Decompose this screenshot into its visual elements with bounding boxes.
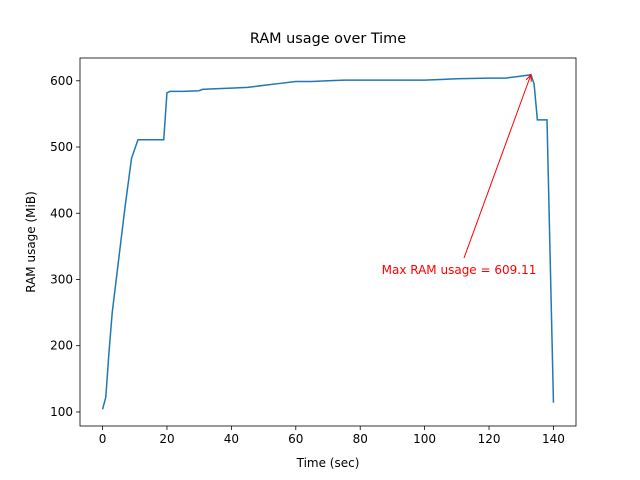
y-tick-label: 500 [50, 140, 73, 154]
x-tick-label: 140 [542, 432, 565, 446]
x-tick-label: 0 [99, 432, 107, 446]
y-tick-label: 300 [50, 272, 73, 286]
x-tick-label: 40 [224, 432, 239, 446]
x-tick-label: 120 [478, 432, 501, 446]
y-tick-label: 200 [50, 339, 73, 353]
x-axis-label: Time (sec) [296, 456, 360, 470]
chart-title: RAM usage over Time [250, 31, 406, 47]
x-tick-label: 80 [353, 432, 368, 446]
y-tick-label: 100 [50, 405, 73, 419]
x-tick-label: 20 [159, 432, 174, 446]
annotation-arrowhead [525, 73, 532, 82]
data-line [101, 73, 555, 410]
annotation-arrow [463, 74, 532, 259]
y-axis-label: RAM usage (MiB) [24, 191, 38, 293]
x-tick-label: 60 [288, 432, 303, 446]
x-tick-label: 100 [413, 432, 436, 446]
y-tick-label: 400 [50, 206, 73, 220]
annotation-text: Max RAM usage = 609.11 [382, 263, 537, 277]
axes-frame [79, 57, 577, 427]
y-tick-label: 600 [50, 74, 73, 88]
